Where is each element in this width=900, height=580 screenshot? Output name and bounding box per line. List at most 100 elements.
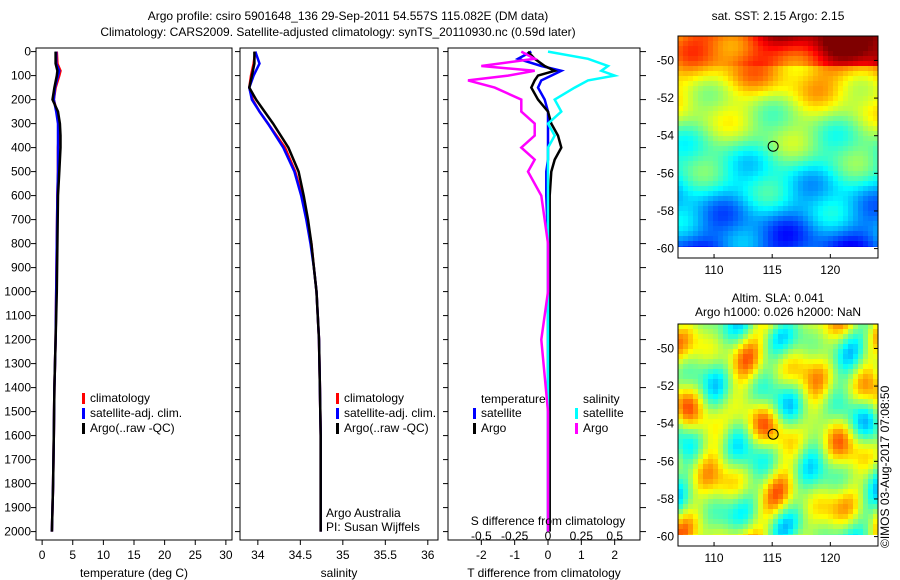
map-cell <box>803 469 808 474</box>
map-cell <box>718 211 723 216</box>
map-cell <box>688 429 693 434</box>
map-cell <box>753 374 758 379</box>
map-cell <box>783 226 788 231</box>
map-cell <box>868 141 873 146</box>
map-cell <box>733 216 738 221</box>
map-cell <box>798 146 803 151</box>
map-cell <box>823 41 828 46</box>
map-cell <box>818 334 823 339</box>
map-cell <box>818 171 823 176</box>
map-cell <box>803 444 808 449</box>
map-cell <box>848 81 853 86</box>
map-cell <box>868 404 873 409</box>
map-cell <box>813 221 818 226</box>
map-cell <box>828 509 833 514</box>
map-cell <box>788 519 793 524</box>
map-cell <box>833 231 838 236</box>
map-cell <box>783 524 788 529</box>
map-cell <box>708 494 713 499</box>
x2-tick-label: 0 <box>545 529 552 543</box>
map-cell <box>733 479 738 484</box>
legend-label: Argo <box>583 421 609 435</box>
map-cell <box>763 464 768 469</box>
map-cell <box>828 429 833 434</box>
map-cell <box>678 534 683 535</box>
map-cell <box>778 339 783 344</box>
map-cell <box>853 359 858 364</box>
map-cell <box>868 156 873 161</box>
map-cell <box>683 241 688 246</box>
map-cell <box>708 216 713 221</box>
map-cell <box>808 444 813 449</box>
map-cell <box>873 91 878 96</box>
map-cell <box>723 459 728 464</box>
map-cell <box>873 499 878 504</box>
map-cell <box>798 339 803 344</box>
map-cell <box>768 126 773 131</box>
map-cell <box>788 354 793 359</box>
map-cell <box>798 71 803 76</box>
map-cell <box>833 384 838 389</box>
map-cell <box>728 81 733 86</box>
x-tick-label: 120 <box>820 551 840 565</box>
map-cell <box>718 344 723 349</box>
map-cell <box>678 131 683 136</box>
map-cell <box>763 379 768 384</box>
map-cell <box>678 414 683 419</box>
map-cell <box>788 66 793 71</box>
map-cell <box>828 231 833 236</box>
map-cell <box>803 151 808 156</box>
map-cell <box>783 529 788 534</box>
map-cell <box>688 364 693 369</box>
map-cell <box>823 354 828 359</box>
map-cell <box>873 216 878 221</box>
map-cell <box>853 51 858 56</box>
map-cell <box>753 71 758 76</box>
map-cell <box>768 236 773 241</box>
map-cell <box>848 206 853 211</box>
map-cell <box>773 389 778 394</box>
map-cell <box>703 56 708 61</box>
map-cell <box>708 106 713 111</box>
map-cell <box>828 156 833 161</box>
map-cell <box>828 206 833 211</box>
map-cell <box>688 344 693 349</box>
y-tick-label: -54 <box>657 417 675 431</box>
map-cell <box>858 201 863 206</box>
map-cell <box>728 464 733 469</box>
map-cell <box>768 389 773 394</box>
map-cell <box>873 454 878 459</box>
map-cell <box>713 226 718 231</box>
map-cell <box>863 494 868 499</box>
map-cell <box>738 414 743 419</box>
map-cell <box>778 409 783 414</box>
map-cell <box>838 231 843 236</box>
map-cell <box>828 514 833 519</box>
map-cell <box>823 51 828 56</box>
map-cell <box>858 66 863 71</box>
map-cell <box>728 216 733 221</box>
map-cell <box>868 241 873 246</box>
map-cell <box>828 389 833 394</box>
map-cell <box>743 529 748 534</box>
map-cell <box>858 181 863 186</box>
map-cell <box>868 454 873 459</box>
map-cell <box>768 36 773 41</box>
map-cell <box>808 156 813 161</box>
map-cell <box>793 146 798 151</box>
map-cell <box>848 186 853 191</box>
map-cell <box>853 364 858 369</box>
map-cell <box>728 161 733 166</box>
map-cell <box>823 454 828 459</box>
map-cell <box>738 354 743 359</box>
map-cell <box>828 61 833 66</box>
map-cell <box>723 509 728 514</box>
map-cell <box>688 324 693 329</box>
legend-swatch <box>336 393 339 404</box>
map-cell <box>683 424 688 429</box>
map-cell <box>763 399 768 404</box>
series-line-s-argo <box>467 50 550 532</box>
map-cell <box>733 444 738 449</box>
map-cell <box>728 499 733 504</box>
map-cell <box>813 126 818 131</box>
